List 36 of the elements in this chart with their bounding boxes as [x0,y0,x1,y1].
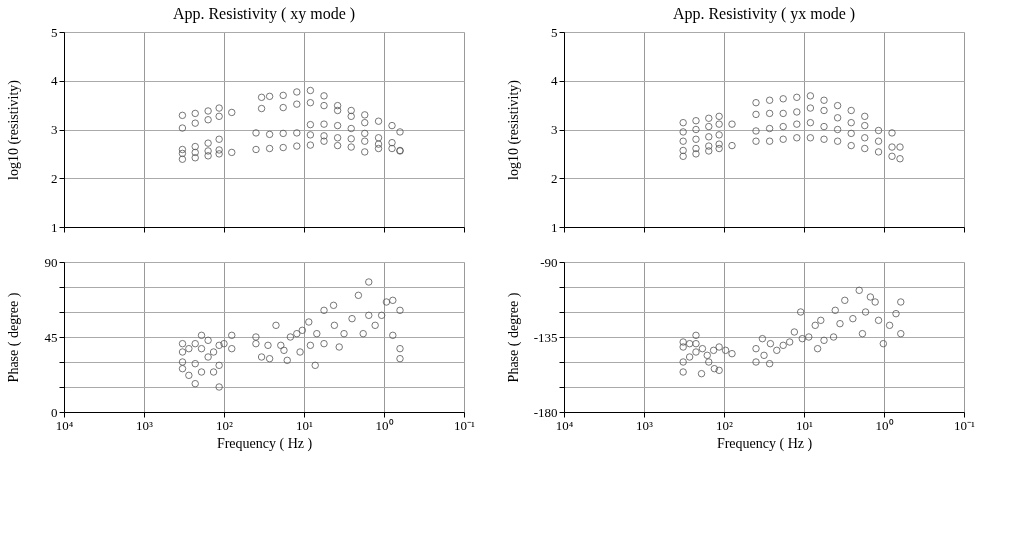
x-tick-label: 10⁻¹ [454,417,476,433]
y-axis-title: log10 (resistivity) [505,79,522,180]
y-tick-label: -135 [533,329,558,345]
y-tick-label: -90 [540,254,558,270]
x-tick-label: 10³ [636,417,654,433]
y-tick-label: 3 [51,122,58,137]
x-axis-title: Frequency ( Hz ) [716,435,813,452]
y-tick-label: 45 [44,329,58,345]
x-tick-label: 10⁴ [55,417,74,433]
y-tick-label: 4 [551,73,558,89]
x-axis-title: Frequency ( Hz ) [216,435,313,452]
y-tick-label: 90 [44,254,58,270]
y-axis-title: Phase ( degree ) [505,292,522,383]
chart-title: App. Resistivity ( xy mode ) [172,5,356,23]
y-tick-label: 2 [551,170,558,186]
x-tick-label: 10¹ [796,417,814,433]
y-tick-label: 5 [551,24,558,40]
x-tick-label: 10² [216,417,234,433]
x-tick-label: 10⁰ [375,417,394,433]
y-tick-label: 0 [51,404,58,420]
y-tick-label: 1 [51,219,58,235]
x-tick-label: 10⁻¹ [954,417,976,433]
y-axis-title: log10 (resistivity) [5,79,22,180]
x-tick-label: 10² [716,417,734,433]
y-tick-label: 4 [51,73,58,89]
x-tick-label: 10⁴ [555,417,574,433]
x-tick-label: 10⁰ [875,417,894,433]
y-tick-label: 3 [551,122,558,137]
y-tick-label: 1 [551,219,558,235]
y-axis-title: Phase ( degree ) [5,292,22,383]
y-tick-label: -180 [533,404,558,420]
x-tick-label: 10¹ [296,417,314,433]
y-tick-label: 5 [51,24,58,40]
y-tick-label: 2 [51,170,58,186]
chart-title: App. Resistivity ( yx mode ) [672,5,856,23]
x-tick-label: 10³ [136,417,154,433]
